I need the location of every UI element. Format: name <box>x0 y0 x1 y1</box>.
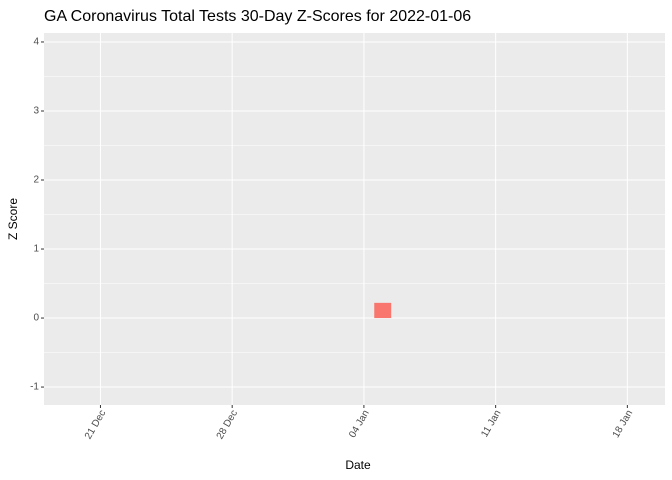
x-axis-label: Date <box>345 458 371 472</box>
y-axis-label: Z Score <box>6 198 20 240</box>
x-tick-label: 11 Jan <box>479 408 503 439</box>
y-tick-label: 4 <box>33 37 39 48</box>
bar <box>374 302 392 319</box>
plot-background <box>44 33 665 405</box>
y-tick-label: -1 <box>30 382 39 393</box>
y-tick-label: 0 <box>33 313 39 324</box>
chart-title: GA Coronavirus Total Tests 30-Day Z-Scor… <box>44 8 471 25</box>
x-tick-label: 18 Jan <box>611 408 636 440</box>
y-tick-label: 3 <box>33 106 39 117</box>
y-tick-label: 2 <box>33 175 39 186</box>
y-tick-label: 1 <box>33 244 39 255</box>
x-tick-label: 28 Dec <box>215 408 240 441</box>
x-tick-label: 21 Dec <box>83 408 108 441</box>
x-tick-label: 04 Jan <box>347 408 372 440</box>
